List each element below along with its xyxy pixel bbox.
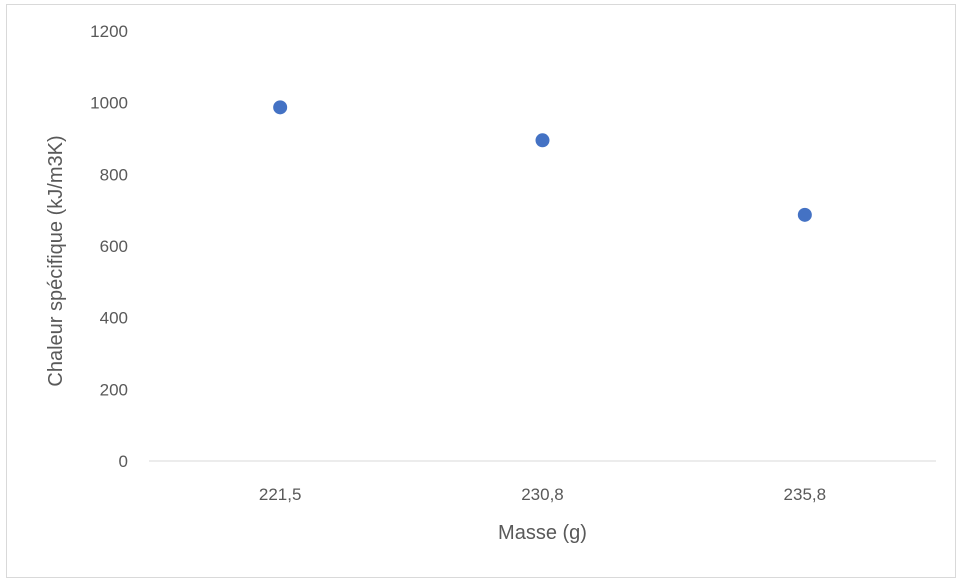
data-point <box>535 133 550 148</box>
y-axis-title: Chaleur spécifique (kJ/m3K) <box>45 135 67 386</box>
x-tick-label: 235,8 <box>784 485 827 504</box>
y-tick-label: 200 <box>100 380 128 399</box>
data-points <box>273 100 812 222</box>
y-tick-labels: 0 200 400 600 800 1000 1200 <box>90 22 128 471</box>
chart-frame <box>6 4 956 578</box>
y-tick-label: 600 <box>100 237 128 256</box>
y-tick-label: 1000 <box>90 94 128 113</box>
y-tick-label: 1200 <box>90 22 128 41</box>
x-tick-labels: 221,5 230,8 235,8 <box>259 485 826 504</box>
x-tick-label: 221,5 <box>259 485 302 504</box>
data-point <box>797 207 812 222</box>
x-axis-title: Masse (g) <box>498 522 587 544</box>
data-point <box>273 100 288 115</box>
y-tick-label: 800 <box>100 165 128 184</box>
x-tick-label: 230,8 <box>521 485 564 504</box>
y-tick-label: 0 <box>119 452 128 471</box>
y-tick-label: 400 <box>100 309 128 328</box>
